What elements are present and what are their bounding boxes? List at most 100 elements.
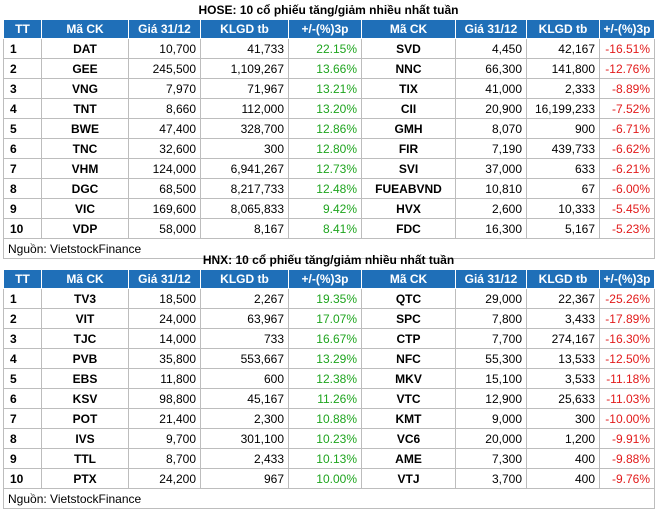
gain-change-pct: 10.13% (288, 448, 362, 469)
hnx-gain-volume-header: KLGD tb (200, 269, 289, 289)
gain-avg-volume: 600 (200, 368, 289, 389)
loss-stock-code: GMH (361, 118, 456, 139)
row-number: 8 (3, 428, 42, 449)
loss-price: 10,810 (455, 178, 527, 199)
hnx-table-section: HNX: 10 cổ phiếu tăng/giảm nhiều nhất tu… (3, 252, 655, 509)
gain-change-pct: 12.86% (288, 118, 362, 139)
gain-avg-volume: 967 (200, 468, 289, 489)
table-row: 9 TTL 8,700 2,433 10.13% AME 7,300 400 -9.88% (3, 448, 655, 469)
hose-gain-code-header: Mã CK (41, 19, 129, 39)
row-number: 6 (3, 138, 42, 159)
gain-stock-code: BWE (41, 118, 129, 139)
loss-avg-volume: 67 (526, 178, 600, 199)
gain-price: 14,000 (128, 328, 201, 349)
loss-stock-code: FDC (361, 218, 456, 239)
loss-change-pct: -7.52% (599, 98, 655, 119)
gain-avg-volume: 301,100 (200, 428, 289, 449)
loss-price: 3,700 (455, 468, 527, 489)
gain-avg-volume: 2,433 (200, 448, 289, 469)
loss-price: 7,700 (455, 328, 527, 349)
loss-stock-code: SPC (361, 308, 456, 329)
table-row: 2 GEE 245,500 1,109,267 13.66% NNC 66,300 141,8… (3, 58, 655, 79)
loss-avg-volume: 400 (526, 448, 600, 469)
loss-change-pct: -9.88% (599, 448, 655, 469)
loss-avg-volume: 2,333 (526, 78, 600, 99)
gain-change-pct: 13.66% (288, 58, 362, 79)
loss-stock-code: SVI (361, 158, 456, 179)
gain-change-pct: 8.41% (288, 218, 362, 239)
table-row: 8 DGC 68,500 8,217,733 12.48% FUEABVND 10,810 6… (3, 178, 655, 199)
hose-tt-header: TT (3, 19, 42, 39)
loss-price: 29,000 (455, 288, 527, 309)
gain-change-pct: 9.42% (288, 198, 362, 219)
loss-price: 20,900 (455, 98, 527, 119)
gain-price: 35,800 (128, 348, 201, 369)
row-number: 3 (3, 78, 42, 99)
loss-price: 8,070 (455, 118, 527, 139)
hnx-loss-change-header: +/-(%)3p (599, 269, 655, 289)
hose-header-row: TT Mã CK Giá 31/12 KLGD tb +/-(%)3p Mã CK Giá … (3, 19, 655, 39)
gain-change-pct: 13.21% (288, 78, 362, 99)
gain-avg-volume: 1,109,267 (200, 58, 289, 79)
loss-price: 7,300 (455, 448, 527, 469)
gain-change-pct: 13.20% (288, 98, 362, 119)
loss-avg-volume: 25,633 (526, 388, 600, 409)
row-number: 2 (3, 58, 42, 79)
hose-gain-price-header: Giá 31/12 (128, 19, 201, 39)
loss-stock-code: HVX (361, 198, 456, 219)
gain-price: 10,700 (128, 38, 201, 59)
loss-avg-volume: 3,533 (526, 368, 600, 389)
table-row: 10 PTX 24,200 967 10.00% VTJ 3,700 400 -9.76% (3, 468, 655, 489)
loss-price: 15,100 (455, 368, 527, 389)
gain-avg-volume: 733 (200, 328, 289, 349)
hose-loss-code-header: Mã CK (361, 19, 456, 39)
table-row: 1 TV3 18,500 2,267 19.35% QTC 29,000 22,367 -25.… (3, 288, 655, 309)
gain-stock-code: TNT (41, 98, 129, 119)
gain-price: 24,000 (128, 308, 201, 329)
table-row: 8 IVS 9,700 301,100 10.23% VC6 20,000 1,200 -9.9… (3, 428, 655, 449)
loss-stock-code: SVD (361, 38, 456, 59)
gain-price: 124,000 (128, 158, 201, 179)
table-row: 3 VNG 7,970 71,967 13.21% TIX 41,000 2,333 -8.89… (3, 78, 655, 99)
loss-avg-volume: 16,199,233 (526, 98, 600, 119)
gain-stock-code: TJC (41, 328, 129, 349)
loss-stock-code: FIR (361, 138, 456, 159)
gain-stock-code: TV3 (41, 288, 129, 309)
hnx-source-note: Nguồn: VietstockFinance (3, 488, 655, 509)
gain-price: 8,700 (128, 448, 201, 469)
loss-change-pct: -6.00% (599, 178, 655, 199)
hose-gain-volume-header: KLGD tb (200, 19, 289, 39)
hose-source-row: Nguồn: VietstockFinance (3, 238, 655, 259)
gain-avg-volume: 328,700 (200, 118, 289, 139)
gain-stock-code: DAT (41, 38, 129, 59)
loss-stock-code: CII (361, 98, 456, 119)
hose-gain-change-header: +/-(%)3p (288, 19, 362, 39)
gain-avg-volume: 45,167 (200, 388, 289, 409)
hnx-table: TT Mã CK Giá 31/12 KLGD tb +/-(%)3p Mã CK Giá … (3, 269, 655, 509)
gain-stock-code: TNC (41, 138, 129, 159)
loss-stock-code: MKV (361, 368, 456, 389)
gain-price: 8,660 (128, 98, 201, 119)
loss-price: 37,000 (455, 158, 527, 179)
hose-loss-volume-header: KLGD tb (526, 19, 600, 39)
gain-change-pct: 16.67% (288, 328, 362, 349)
loss-price: 4,450 (455, 38, 527, 59)
row-number: 9 (3, 448, 42, 469)
loss-change-pct: -17.89% (599, 308, 655, 329)
gain-price: 245,500 (128, 58, 201, 79)
gain-stock-code: PTX (41, 468, 129, 489)
row-number: 6 (3, 388, 42, 409)
row-number: 1 (3, 288, 42, 309)
gain-change-pct: 12.73% (288, 158, 362, 179)
loss-stock-code: KMT (361, 408, 456, 429)
loss-avg-volume: 5,167 (526, 218, 600, 239)
row-number: 7 (3, 408, 42, 429)
loss-change-pct: -5.45% (599, 198, 655, 219)
hnx-loss-volume-header: KLGD tb (526, 269, 600, 289)
hose-table-title: HOSE: 10 cổ phiếu tăng/giảm nhiều nhất t… (198, 3, 459, 17)
gain-change-pct: 10.88% (288, 408, 362, 429)
gain-price: 9,700 (128, 428, 201, 449)
hnx-loss-price-header: Giá 31/12 (455, 269, 527, 289)
loss-price: 55,300 (455, 348, 527, 369)
row-number: 10 (3, 218, 42, 239)
